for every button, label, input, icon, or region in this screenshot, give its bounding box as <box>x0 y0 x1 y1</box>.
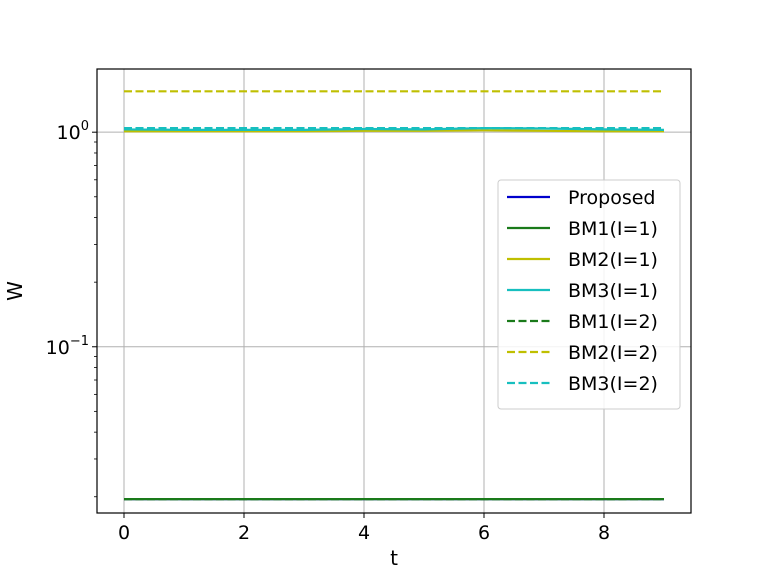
x-axis-label: t <box>390 546 398 570</box>
x-tick-label: 4 <box>358 522 370 544</box>
x-tick-label: 6 <box>478 522 490 544</box>
plot-area-frame <box>96 68 692 514</box>
legend-label: BM1(I=2) <box>568 311 658 333</box>
legend-label: BM1(I=1) <box>568 218 658 240</box>
y-axis-label: W <box>3 281 27 301</box>
legend-label: Proposed <box>568 187 655 209</box>
legend: Proposed BM1(I=1) BM2(I=1) BM3(I=1) BM1(I=2)… <box>497 179 681 410</box>
y-axis-ticks: 100 10−1 <box>46 119 97 359</box>
legend-label: BM2(I=1) <box>568 249 658 271</box>
legend-label: BM3(I=1) <box>568 280 658 302</box>
x-tick-label: 2 <box>238 522 250 544</box>
legend-label: BM3(I=2) <box>568 373 658 395</box>
series-line-BM2(I=1) <box>124 129 664 133</box>
y-tick-label: 10−1 <box>46 334 89 359</box>
y-tick-label: 100 <box>57 119 89 144</box>
x-axis-ticks: 0 2 4 6 8 <box>118 513 610 544</box>
x-tick-label: 0 <box>118 522 130 544</box>
x-tick-label: 8 <box>598 522 610 544</box>
series-layer <box>123 90 665 501</box>
legend-label: BM2(I=2) <box>568 342 658 364</box>
